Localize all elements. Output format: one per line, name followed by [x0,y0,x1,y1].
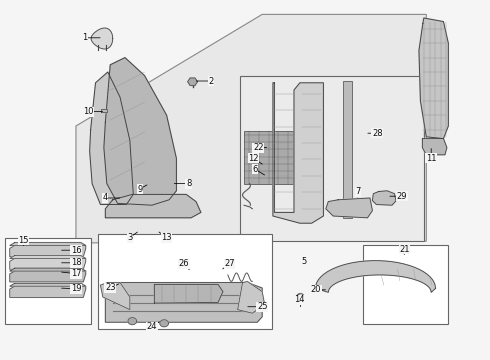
Text: 12: 12 [248,154,259,163]
Polygon shape [160,320,169,327]
Bar [5,238,91,324]
Polygon shape [10,243,86,246]
Text: 26: 26 [178,259,189,268]
Text: 27: 27 [224,259,235,268]
Polygon shape [422,139,447,155]
Polygon shape [76,14,426,243]
Polygon shape [273,83,323,223]
Polygon shape [326,198,372,218]
Text: 2: 2 [208,77,213,85]
Polygon shape [419,18,448,139]
Polygon shape [105,283,262,322]
Text: 29: 29 [396,192,407,201]
Text: 14: 14 [294,295,304,304]
Text: 11: 11 [426,154,437,163]
Polygon shape [10,283,86,297]
Text: 16: 16 [71,246,81,255]
Text: 21: 21 [399,245,410,253]
Polygon shape [238,282,265,313]
Polygon shape [104,58,176,205]
Bar [363,245,448,324]
Text: 4: 4 [103,194,108,202]
Text: 10: 10 [83,107,94,116]
Bar [343,81,352,218]
Polygon shape [10,283,86,286]
Text: 18: 18 [71,258,81,267]
Polygon shape [10,243,86,257]
Polygon shape [90,72,133,204]
Text: 1: 1 [82,33,87,42]
Bar [98,234,272,329]
Text: 19: 19 [71,284,81,293]
Polygon shape [105,194,201,218]
Text: 17: 17 [71,269,81,278]
Bar [244,131,293,184]
Text: 6: 6 [252,165,257,174]
Polygon shape [100,283,130,310]
Polygon shape [10,268,86,282]
Polygon shape [188,78,197,85]
Polygon shape [10,256,86,258]
Text: 24: 24 [147,322,157,331]
Polygon shape [296,293,304,301]
Text: 5: 5 [301,256,306,265]
Bar [240,76,424,241]
Text: 25: 25 [257,302,268,311]
Polygon shape [316,261,436,292]
Text: 9: 9 [137,184,142,194]
Text: 23: 23 [105,284,116,292]
Polygon shape [128,318,137,325]
Polygon shape [91,28,113,49]
Text: 3: 3 [127,233,132,242]
Polygon shape [372,191,396,205]
Text: 20: 20 [311,285,321,294]
Polygon shape [154,284,223,303]
Text: 7: 7 [355,187,360,196]
Polygon shape [10,256,86,269]
Text: 8: 8 [186,179,191,188]
Polygon shape [10,268,86,271]
Text: 28: 28 [372,129,383,138]
Text: 22: 22 [253,143,264,152]
Text: 13: 13 [161,233,172,242]
Polygon shape [101,109,107,112]
Text: 15: 15 [18,235,29,245]
